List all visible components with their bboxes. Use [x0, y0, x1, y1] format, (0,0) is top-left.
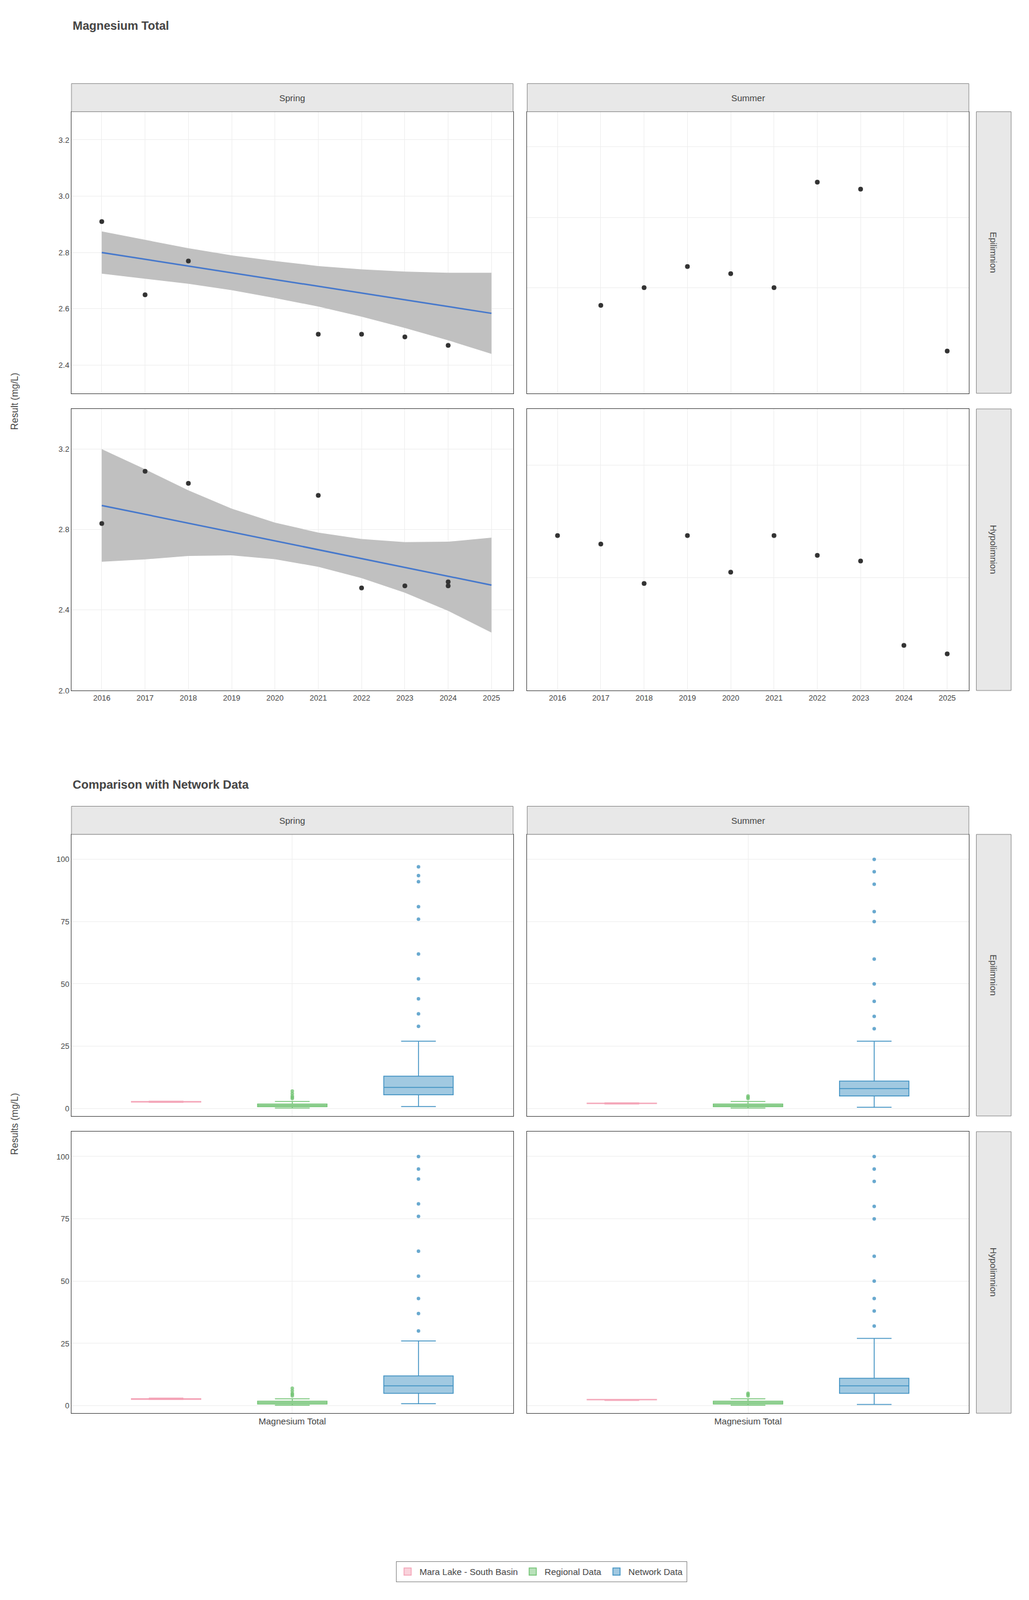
svg-text:2018: 2018: [635, 693, 653, 703]
svg-text:2016: 2016: [92, 693, 111, 703]
svg-text:Results (mg/L): Results (mg/L): [9, 1093, 20, 1156]
svg-text:2023: 2023: [395, 693, 414, 703]
svg-text:2021: 2021: [765, 693, 783, 703]
svg-text:2024: 2024: [439, 693, 457, 703]
svg-text:2024: 2024: [895, 693, 913, 703]
svg-text:50: 50: [60, 1277, 70, 1287]
svg-text:75: 75: [60, 1214, 70, 1224]
svg-text:2022: 2022: [808, 693, 826, 703]
svg-text:Result (mg/L): Result (mg/L): [9, 372, 20, 430]
svg-text:100: 100: [56, 1152, 70, 1162]
svg-text:2025: 2025: [938, 693, 956, 703]
svg-text:2022: 2022: [353, 693, 371, 703]
svg-text:2020: 2020: [266, 693, 284, 703]
svg-text:Epilimnion: Epilimnion: [988, 955, 999, 997]
svg-text:Spring: Spring: [279, 92, 305, 104]
svg-text:50: 50: [60, 980, 70, 990]
svg-text:2.8: 2.8: [58, 248, 70, 258]
svg-text:25: 25: [60, 1339, 70, 1349]
svg-text:75: 75: [60, 917, 70, 927]
svg-text:2019: 2019: [678, 693, 697, 703]
svg-text:Summer: Summer: [731, 92, 766, 104]
svg-text:0: 0: [64, 1104, 70, 1114]
svg-text:2023: 2023: [852, 693, 870, 703]
svg-text:Summer: Summer: [731, 815, 766, 826]
svg-text:3.2: 3.2: [58, 444, 70, 454]
svg-text:2025: 2025: [482, 693, 501, 703]
svg-text:2017: 2017: [591, 693, 610, 703]
svg-text:Magnesium Total: Magnesium Total: [72, 19, 170, 33]
svg-text:Hypolimnion: Hypolimnion: [988, 525, 999, 575]
svg-text:0: 0: [64, 1401, 70, 1411]
svg-text:Hypolimnion: Hypolimnion: [988, 1248, 999, 1298]
svg-text:Spring: Spring: [279, 815, 305, 826]
svg-text:2021: 2021: [309, 693, 327, 703]
svg-text:2019: 2019: [223, 693, 241, 703]
svg-text:Magnesium Total: Magnesium Total: [714, 1416, 782, 1427]
svg-text:25: 25: [60, 1042, 70, 1052]
svg-text:2016: 2016: [549, 693, 567, 703]
svg-text:2.8: 2.8: [58, 525, 70, 535]
svg-text:3.0: 3.0: [58, 191, 70, 201]
svg-text:2017: 2017: [136, 693, 154, 703]
svg-text:2.0: 2.0: [58, 686, 70, 696]
svg-text:Magnesium Total: Magnesium Total: [258, 1416, 326, 1427]
svg-text:2.4: 2.4: [58, 605, 70, 615]
svg-text:Epilimnion: Epilimnion: [988, 231, 999, 273]
svg-text:Regional Data: Regional Data: [544, 1567, 603, 1578]
svg-text:2018: 2018: [179, 693, 198, 703]
svg-text:Network Data: Network Data: [628, 1567, 684, 1578]
svg-text:2020: 2020: [722, 693, 740, 703]
svg-text:3.2: 3.2: [58, 135, 70, 145]
svg-text:2.4: 2.4: [58, 360, 70, 370]
svg-text:100: 100: [56, 855, 70, 865]
svg-text:Mara Lake - South Basin: Mara Lake - South Basin: [419, 1567, 519, 1578]
svg-text:2.6: 2.6: [58, 304, 70, 314]
svg-text:Comparison with Network Data: Comparison with Network Data: [72, 778, 249, 792]
